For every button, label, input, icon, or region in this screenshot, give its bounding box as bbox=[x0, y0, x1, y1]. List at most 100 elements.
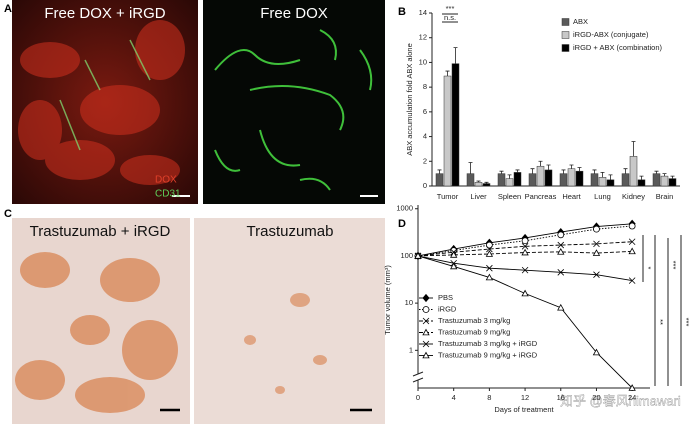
series-line bbox=[417, 255, 633, 282]
microscopy-image bbox=[194, 218, 385, 424]
image-texture bbox=[15, 252, 178, 413]
y-tick-label: 4 bbox=[423, 132, 427, 141]
image-title: Trastuzumab + iRGD bbox=[30, 223, 171, 240]
bar bbox=[536, 165, 545, 187]
error-bar bbox=[484, 181, 489, 184]
stain-label: DOX bbox=[155, 175, 177, 186]
marker bbox=[593, 225, 600, 233]
bar bbox=[513, 172, 522, 187]
annotation: *** bbox=[682, 318, 690, 327]
marker bbox=[422, 317, 430, 325]
marker bbox=[450, 262, 458, 270]
marker bbox=[521, 248, 529, 256]
marker bbox=[422, 293, 430, 303]
bar bbox=[652, 173, 661, 187]
x-tick-label: 0 bbox=[416, 393, 420, 402]
bar bbox=[590, 173, 599, 187]
error-bar bbox=[453, 47, 458, 64]
legend-label: Trastuzumab 3 mg/kg + iRGD bbox=[438, 339, 538, 348]
panel-label: C bbox=[4, 208, 12, 220]
marker bbox=[485, 241, 493, 249]
y-tick-label: 14 bbox=[419, 8, 427, 17]
error-bar bbox=[670, 175, 675, 179]
legend-label: Trastuzumab 9 mg/kg bbox=[438, 327, 510, 336]
error-bar bbox=[639, 175, 644, 180]
bar bbox=[621, 173, 630, 187]
error-bar bbox=[631, 141, 636, 157]
y-tick-label: 12 bbox=[419, 33, 427, 42]
image-title: Free DOX + iRGD bbox=[44, 5, 165, 22]
error-bar bbox=[561, 169, 566, 174]
x-tick-label: 24 bbox=[628, 393, 636, 402]
error-bar bbox=[600, 172, 605, 178]
x-tick-label: Brain bbox=[656, 192, 674, 201]
error-bar bbox=[499, 170, 504, 174]
y-axis-label: Tumor volume (mm³) bbox=[383, 265, 392, 335]
image-texture bbox=[18, 20, 185, 185]
error-bar bbox=[507, 174, 512, 179]
x-tick-label: Pancreas bbox=[525, 192, 557, 201]
bar bbox=[637, 179, 646, 187]
error-bar bbox=[468, 162, 473, 174]
watermark: 知乎 @春风himawari bbox=[560, 393, 681, 408]
error-bar bbox=[437, 169, 442, 174]
bar bbox=[575, 170, 584, 187]
y-tick-label: 1 bbox=[409, 345, 413, 354]
error-bar bbox=[530, 168, 535, 174]
legend-label: Trastuzumab 9 mg/kg + iRGD bbox=[438, 350, 538, 359]
annotation: *** bbox=[669, 261, 678, 270]
bar bbox=[497, 173, 506, 187]
error-bar bbox=[476, 180, 481, 183]
legend-label: iRGD bbox=[438, 304, 457, 313]
marker bbox=[628, 247, 636, 255]
marker bbox=[557, 248, 565, 255]
panel-label: A bbox=[4, 3, 12, 15]
y-tick-label: 0 bbox=[423, 181, 427, 190]
marker bbox=[557, 241, 565, 249]
marker bbox=[521, 243, 529, 250]
bar bbox=[559, 173, 568, 187]
bar bbox=[544, 169, 553, 187]
error-bar bbox=[592, 169, 597, 174]
panel-label: B bbox=[398, 6, 406, 18]
error-bar bbox=[608, 174, 613, 180]
marker bbox=[422, 340, 430, 348]
x-tick-label: 4 bbox=[452, 393, 456, 402]
error-bar bbox=[445, 70, 450, 77]
marker bbox=[628, 238, 636, 246]
error-bar bbox=[515, 169, 520, 173]
image-texture bbox=[244, 293, 327, 394]
significance-bracket bbox=[642, 235, 682, 386]
image-title: Trastuzumab bbox=[247, 223, 334, 240]
vessel-lines bbox=[214, 29, 373, 191]
y-tick-label: 1000 bbox=[396, 204, 413, 213]
marker bbox=[557, 303, 565, 311]
error-bar bbox=[654, 170, 659, 174]
marker bbox=[592, 249, 601, 256]
bar bbox=[474, 182, 483, 187]
error-bar bbox=[569, 164, 574, 169]
error-bar bbox=[546, 164, 551, 170]
marker bbox=[521, 266, 529, 274]
annotation: n.s. bbox=[444, 13, 456, 22]
marker bbox=[557, 231, 565, 239]
marker bbox=[628, 222, 636, 230]
y-tick-label: 8 bbox=[423, 82, 427, 91]
x-tick-label: Kidney bbox=[622, 192, 645, 201]
marker bbox=[521, 237, 529, 245]
annotation: * bbox=[644, 267, 653, 270]
x-axis-label: Days of treatment bbox=[494, 405, 554, 414]
marker bbox=[485, 250, 494, 257]
bar bbox=[598, 177, 607, 187]
marker bbox=[628, 384, 636, 391]
legend-label: iRGD + ABX (combination) bbox=[573, 43, 662, 52]
x-tick-label: Spleen bbox=[498, 192, 521, 201]
y-tick-label: 6 bbox=[423, 107, 427, 116]
y-tick-label: 10 bbox=[405, 298, 413, 307]
marker bbox=[486, 245, 493, 253]
y-axis-label: ABX accumulation fold ABX alone bbox=[405, 43, 414, 156]
error-bar bbox=[577, 167, 582, 172]
marker bbox=[450, 251, 458, 258]
x-tick-label: Liver bbox=[470, 192, 487, 201]
